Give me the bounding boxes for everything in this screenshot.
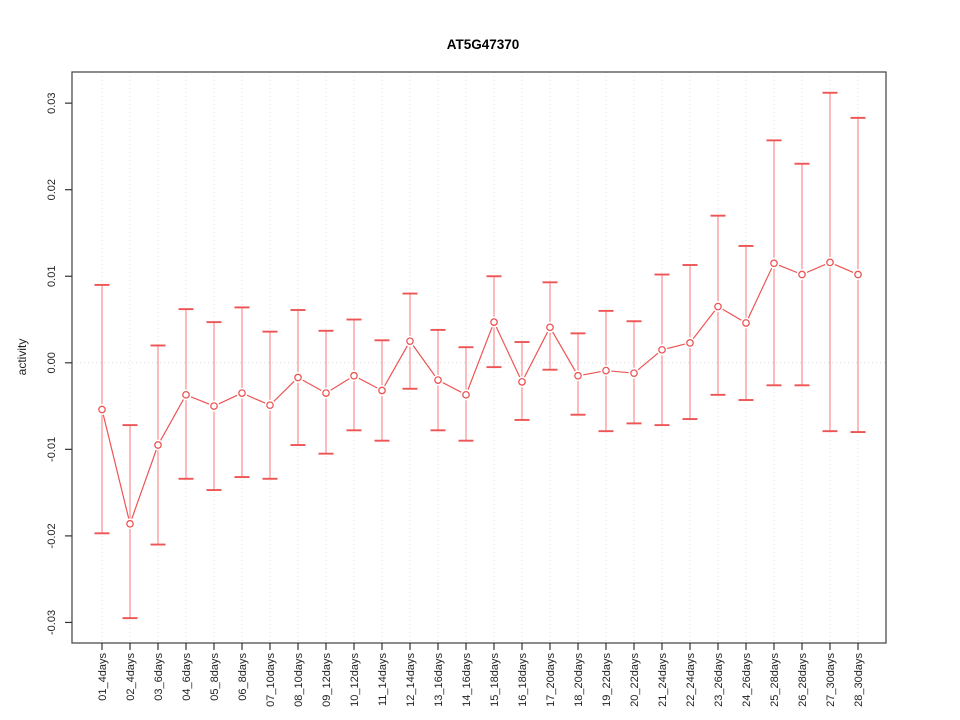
plot-border	[71, 71, 887, 644]
x-tick-label: 13_16days	[433, 653, 445, 707]
data-point	[826, 258, 834, 267]
data-point	[798, 270, 806, 279]
x-tick-label: 10_12days	[349, 653, 361, 707]
x-tick-label: 11_14days	[377, 653, 389, 707]
y-tick-label: 0.02	[46, 179, 58, 200]
y-tick-label: -0.02	[46, 523, 58, 548]
x-tick-label: 06_8days	[237, 653, 249, 701]
data-point	[182, 390, 190, 399]
data-point	[714, 302, 722, 311]
data-point	[378, 386, 386, 395]
x-tick-label: 07_10days	[265, 653, 277, 707]
x-tick-label: 02_4days	[125, 653, 137, 701]
y-axis-title: activity	[15, 339, 29, 376]
x-tick-label: 04_6days	[181, 653, 193, 701]
data-point	[770, 259, 778, 268]
data-point	[266, 401, 274, 410]
y-tick-label: -0.01	[46, 437, 58, 462]
x-tick-label: 28_30days	[853, 653, 865, 707]
x-tick-label: 25_28days	[769, 653, 781, 707]
data-point	[322, 389, 330, 397]
data-point	[98, 405, 106, 414]
data-point	[434, 376, 442, 384]
x-tick-label: 19_22days	[601, 653, 613, 707]
x-tick-label: 26_28days	[797, 653, 809, 707]
x-tick-label: 12_14days	[405, 653, 417, 707]
data-point	[602, 366, 610, 375]
x-tick-label: 14_16days	[461, 653, 473, 707]
x-tick-label: 27_30days	[825, 653, 837, 707]
x-tick-label: 16_18days	[517, 653, 529, 707]
x-tick-label: 18_20days	[573, 653, 585, 707]
chart-title: AT5G47370	[447, 37, 520, 52]
x-tick-label: 15_18days	[489, 653, 501, 707]
data-point	[546, 323, 554, 332]
data-point	[630, 369, 638, 378]
x-tick-label: 03_6days	[153, 653, 165, 701]
x-tick-label: 24_26days	[741, 653, 753, 707]
data-point	[490, 318, 498, 326]
data-point	[406, 337, 414, 346]
y-tick-label: 0.00	[46, 352, 58, 373]
data-point	[854, 270, 862, 279]
data-point	[574, 371, 582, 380]
data-point	[462, 390, 470, 399]
plot-area: 01_4days 02_4days 03_6days 04_6days 05_8days…	[46, 71, 887, 707]
x-tick-label: 20_22days	[629, 653, 641, 707]
data-point	[126, 519, 134, 528]
x-tick-label: 22_24days	[685, 653, 697, 707]
data-point	[154, 441, 162, 449]
data-point	[294, 373, 302, 382]
y-tick-label: -0.03	[46, 610, 58, 635]
data-point	[238, 389, 246, 397]
y-tick-label: 0.01	[46, 266, 58, 287]
data-point	[210, 402, 218, 410]
data-point	[658, 345, 666, 354]
x-tick-label: 21_24days	[657, 653, 669, 707]
x-tick-label: 23_26days	[713, 653, 725, 707]
data-point	[518, 377, 526, 386]
data-point	[350, 371, 358, 380]
x-tick-label: 17_20days	[545, 653, 557, 707]
x-tick-label: 01_4days	[97, 653, 109, 701]
x-tick-label: 05_8days	[209, 653, 221, 701]
data-point	[742, 319, 750, 327]
x-tick-label: 08_10days	[293, 653, 305, 707]
data-point	[686, 339, 694, 347]
y-tick-label: 0.03	[46, 92, 58, 113]
series-line	[101, 261, 859, 526]
x-tick-label: 09_12days	[321, 653, 333, 707]
